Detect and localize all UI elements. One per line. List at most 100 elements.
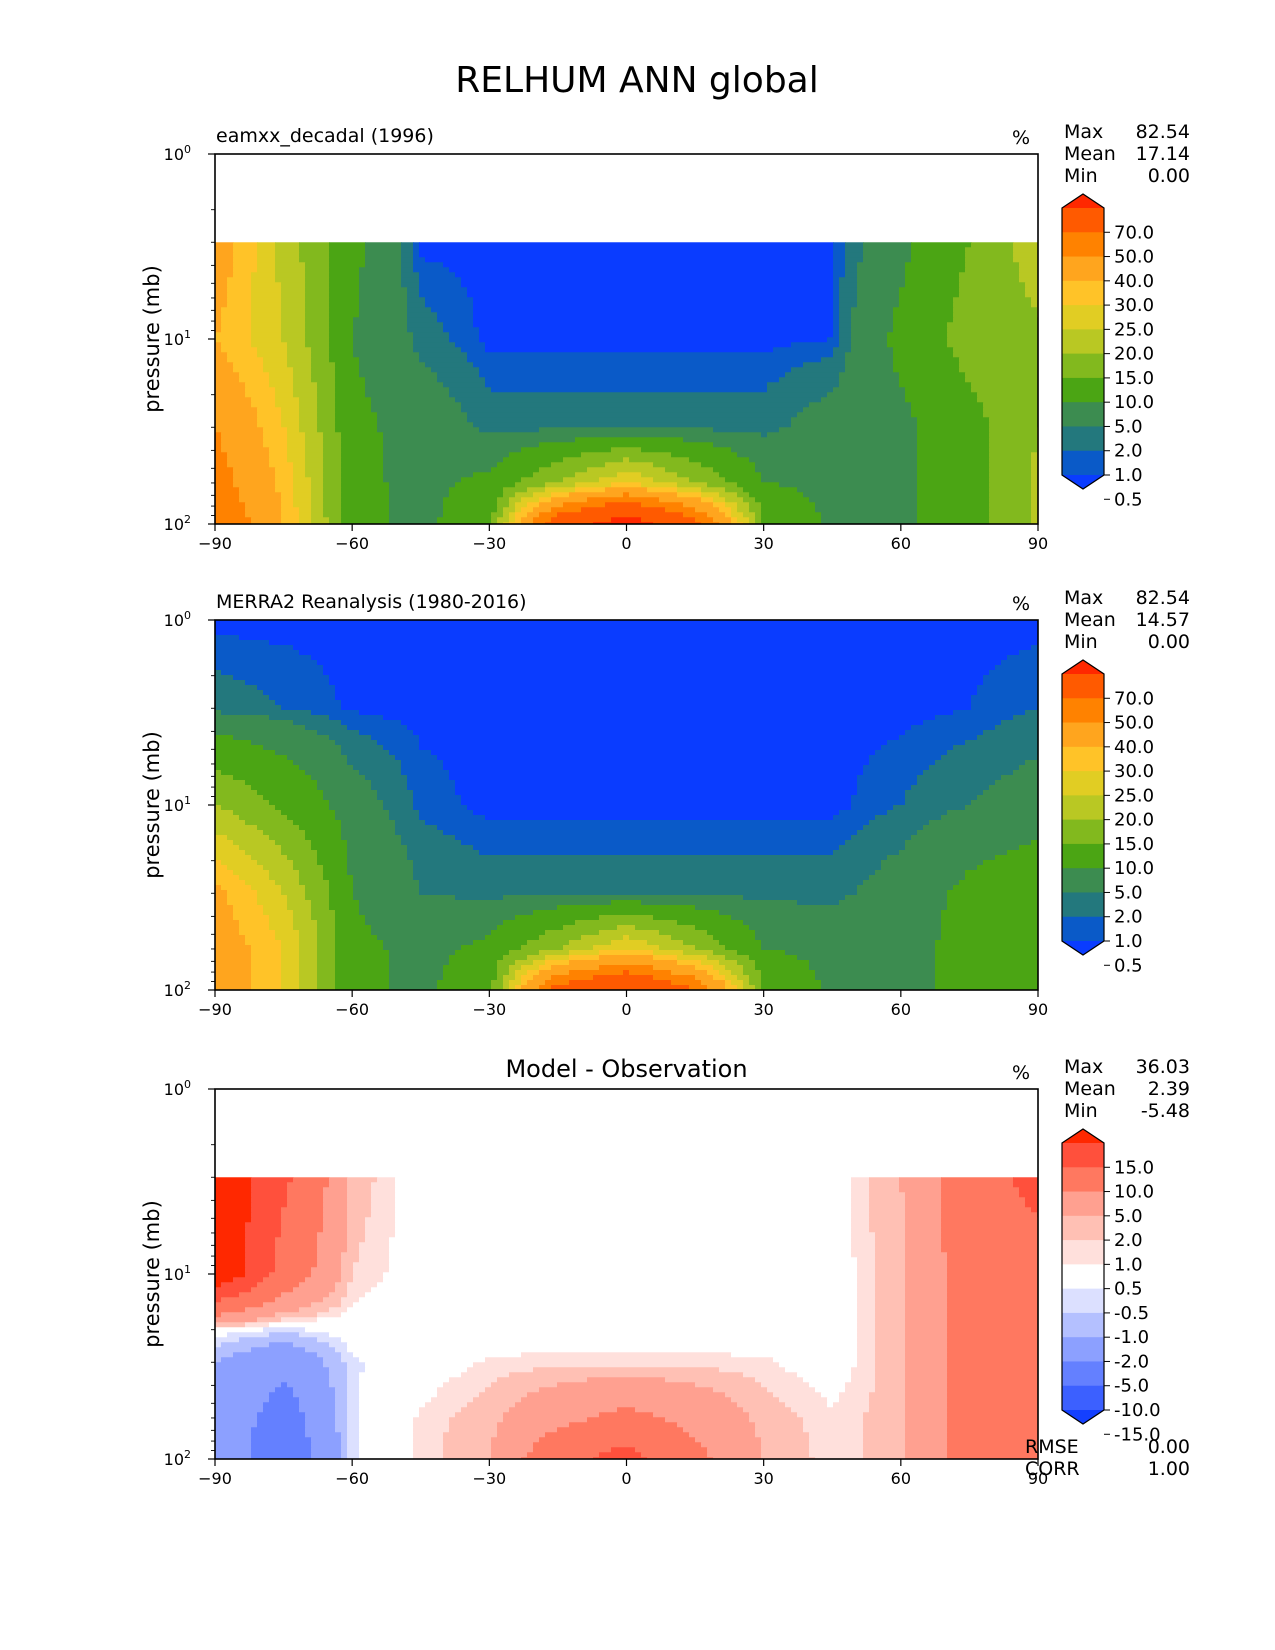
stats-mean-label: Mean bbox=[1064, 1078, 1116, 1100]
stats-mean-value: 2.39 bbox=[1148, 1078, 1190, 1100]
colorbar-band bbox=[1062, 1288, 1104, 1314]
x-tick-label: 0 bbox=[621, 534, 631, 553]
colorbar-tick-label: 10.0 bbox=[1114, 1182, 1154, 1203]
y-tick-label: 101 bbox=[164, 328, 191, 349]
stats-min-value: 0.00 bbox=[1148, 631, 1190, 653]
stats-mean-label: Mean bbox=[1064, 609, 1116, 631]
x-tick-label: 30 bbox=[753, 1469, 773, 1488]
colorbar-tick-label: 1.0 bbox=[1114, 931, 1143, 952]
colorbar-tick-label: -1.0 bbox=[1114, 1327, 1149, 1348]
colorbar-band bbox=[1062, 377, 1104, 403]
colorbar-extend-bottom bbox=[1062, 941, 1104, 955]
colorbar-tick-label: -10.0 bbox=[1114, 1400, 1161, 1421]
colorbar-tick-label: 50.0 bbox=[1114, 713, 1154, 734]
contour-field bbox=[215, 620, 1038, 990]
stats-mean-value: 17.14 bbox=[1136, 143, 1190, 165]
colorbar-band bbox=[1062, 1215, 1104, 1241]
colorbar-band bbox=[1062, 353, 1104, 379]
stats-min-value: 0.00 bbox=[1148, 165, 1190, 187]
colorbar-band bbox=[1062, 892, 1104, 918]
panel-subtitle: Model - Observation bbox=[505, 1055, 747, 1083]
contour-field bbox=[215, 1177, 1038, 1459]
stats-max-value: 36.03 bbox=[1136, 1056, 1190, 1078]
colorbar-tick-label: 25.0 bbox=[1114, 319, 1154, 340]
colorbar: 70.0 50.0 40.0 30.0 25.0 20.0 15.0 10.0 5.0 2.0 1.… bbox=[1061, 193, 1154, 510]
colorbar-tick-label: 10.0 bbox=[1114, 392, 1154, 413]
x-tick-label: 60 bbox=[891, 1000, 911, 1019]
chart-panel-3: Model - Observation % pressure (mb) −90 −60 −… bbox=[140, 1055, 1190, 1488]
colorbar-band bbox=[1062, 402, 1104, 427]
colorbar-extend-bottom bbox=[1062, 1410, 1104, 1424]
x-tick-label: 60 bbox=[891, 1469, 911, 1488]
x-tick-label: −90 bbox=[198, 1000, 232, 1019]
colorbar-band bbox=[1062, 208, 1104, 233]
y-tick-label: 100 bbox=[164, 1078, 191, 1099]
colorbar-band bbox=[1062, 426, 1104, 452]
colorbar-band bbox=[1062, 1361, 1104, 1387]
colorbar-tick-label: 50.0 bbox=[1114, 247, 1154, 268]
colorbar-band bbox=[1062, 1240, 1104, 1265]
colorbar-tick-label: -5.0 bbox=[1114, 1376, 1149, 1397]
y-tick-label: 101 bbox=[164, 1263, 191, 1284]
colorbar-extend-top bbox=[1062, 660, 1104, 674]
colorbar-tick-label: 0.5 bbox=[1114, 1279, 1143, 1300]
colorbar-band bbox=[1062, 1264, 1104, 1290]
colorbar-band bbox=[1062, 795, 1104, 821]
rmse-label: RMSE bbox=[1025, 1436, 1079, 1458]
stats-min-value: -5.48 bbox=[1141, 1100, 1190, 1122]
colorbar-tick-label: -15.0 bbox=[1114, 1424, 1161, 1445]
colorbar-tick-label: 20.0 bbox=[1114, 810, 1154, 831]
x-tick-label: −90 bbox=[198, 1469, 232, 1488]
colorbar-tick-label: 2.0 bbox=[1114, 1230, 1143, 1251]
stats-mean-label: Mean bbox=[1064, 143, 1116, 165]
colorbar-band bbox=[1062, 771, 1104, 796]
colorbar-tick-label: 5.0 bbox=[1114, 882, 1143, 903]
y-tick-label: 100 bbox=[164, 143, 191, 164]
colorbar-band bbox=[1062, 305, 1104, 330]
colorbar-band bbox=[1062, 1337, 1104, 1362]
colorbar-tick-label: 0.5 bbox=[1114, 489, 1143, 510]
x-tick-label: 60 bbox=[891, 534, 911, 553]
y-axis-label: pressure (mb) bbox=[140, 265, 164, 413]
colorbar-tick-label: 10.0 bbox=[1114, 858, 1154, 879]
colorbar-tick-label: 0.5 bbox=[1114, 955, 1143, 976]
x-tick-label: −30 bbox=[472, 1000, 506, 1019]
colorbar-extend-top bbox=[1062, 194, 1104, 208]
x-tick-label: −30 bbox=[472, 1469, 506, 1488]
x-tick-label: 90 bbox=[1028, 534, 1048, 553]
colorbar-tick-label: 15.0 bbox=[1114, 1157, 1154, 1178]
colorbar-tick-label: 25.0 bbox=[1114, 785, 1154, 806]
colorbar-extend-bottom bbox=[1062, 475, 1104, 489]
x-tick-label: 0 bbox=[621, 1000, 631, 1019]
rmse-value: 0.00 bbox=[1148, 1436, 1190, 1458]
units-label: % bbox=[1012, 593, 1030, 615]
colorbar-band bbox=[1062, 1312, 1104, 1338]
y-tick-label: 101 bbox=[164, 794, 191, 815]
colorbar-tick-label: 2.0 bbox=[1114, 441, 1143, 462]
stats-min-label: Min bbox=[1064, 1100, 1098, 1122]
stats-max-value: 82.54 bbox=[1136, 587, 1190, 609]
chart-panel-1: eamxx_decadal (1996) % pressure (mb) −90 −60… bbox=[140, 121, 1190, 553]
colorbar-tick-label: -2.0 bbox=[1114, 1351, 1149, 1372]
y-tick-label: 100 bbox=[164, 609, 191, 630]
colorbar-band bbox=[1062, 232, 1104, 258]
units-label: % bbox=[1012, 1062, 1030, 1084]
x-tick-label: −60 bbox=[335, 1469, 369, 1488]
figure-title: RELHUM ANN global bbox=[455, 60, 818, 101]
y-tick-label: 102 bbox=[164, 979, 191, 1000]
colorbar-band bbox=[1062, 1385, 1104, 1411]
colorbar-band bbox=[1062, 280, 1104, 306]
x-tick-label: 30 bbox=[753, 534, 773, 553]
colorbar-tick-label: 1.0 bbox=[1114, 465, 1143, 486]
colorbar-band bbox=[1062, 256, 1104, 282]
colorbar-tick-label: 15.0 bbox=[1114, 834, 1154, 855]
colorbar-band bbox=[1062, 698, 1104, 724]
colorbar-tick-label: 5.0 bbox=[1114, 416, 1143, 437]
colorbar-band bbox=[1062, 1191, 1104, 1217]
colorbar-tick-label: 20.0 bbox=[1114, 344, 1154, 365]
stats-max-label: Max bbox=[1064, 121, 1103, 143]
y-axis-label: pressure (mb) bbox=[140, 731, 164, 879]
x-tick-label: 90 bbox=[1028, 1000, 1048, 1019]
colorbar-tick-label: 15.0 bbox=[1114, 368, 1154, 389]
x-tick-label: 30 bbox=[753, 1000, 773, 1019]
